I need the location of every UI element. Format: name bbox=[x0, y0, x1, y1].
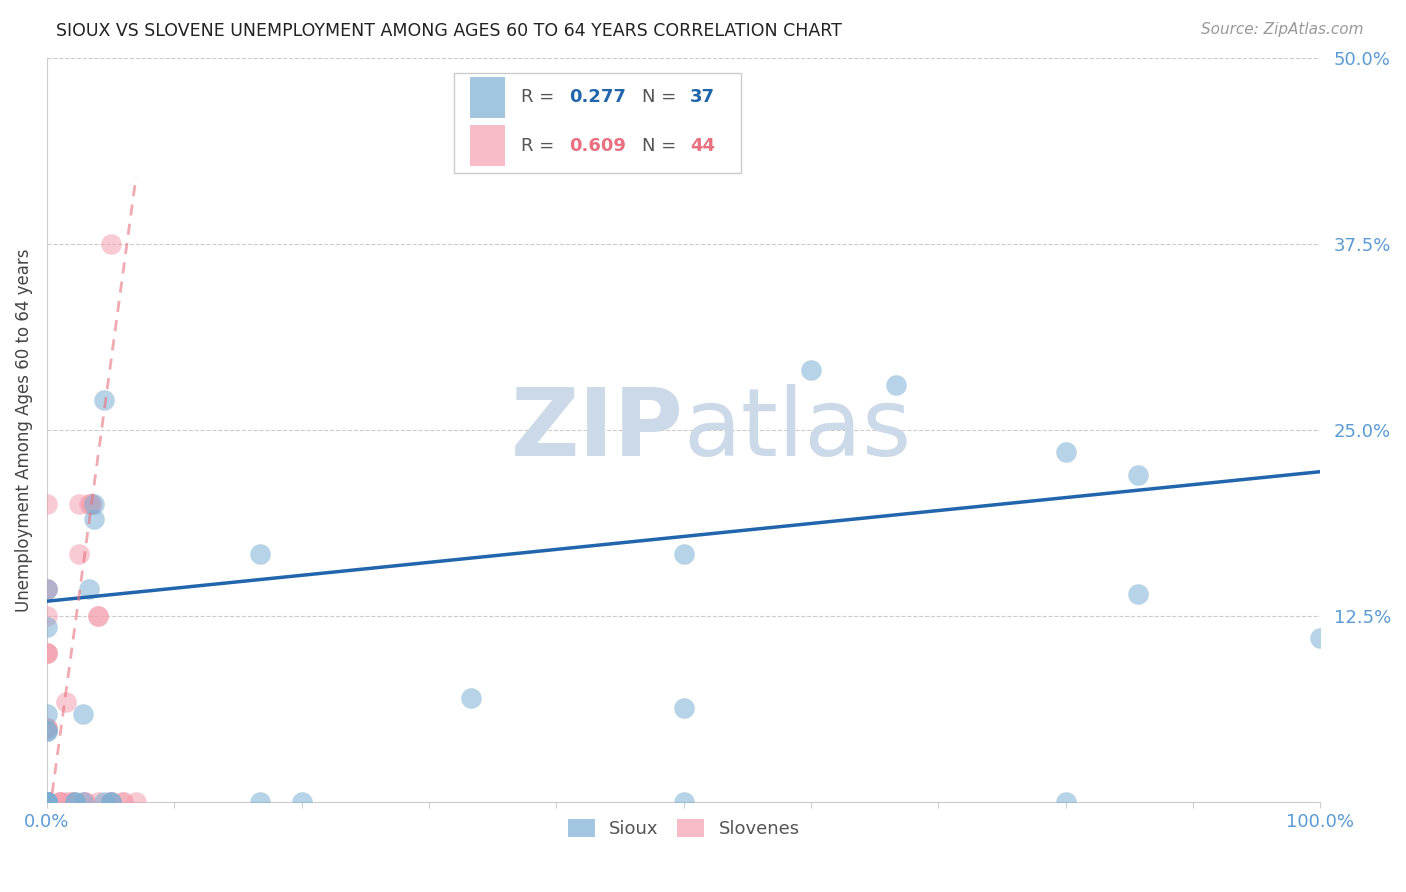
Point bbox=[112, 795, 135, 809]
Point bbox=[60, 795, 83, 809]
Point bbox=[35, 795, 58, 809]
Point bbox=[67, 547, 90, 561]
Point bbox=[460, 691, 482, 706]
Text: N =: N = bbox=[641, 136, 682, 154]
Point bbox=[100, 795, 122, 809]
Point bbox=[35, 795, 58, 809]
Point bbox=[100, 795, 122, 809]
Point bbox=[112, 795, 135, 809]
Point bbox=[35, 723, 58, 738]
Text: ZIP: ZIP bbox=[510, 384, 683, 476]
Point bbox=[35, 707, 58, 722]
Point bbox=[35, 795, 58, 809]
Point bbox=[63, 795, 86, 809]
Text: 37: 37 bbox=[690, 88, 716, 106]
Point bbox=[249, 547, 271, 561]
Point bbox=[291, 795, 314, 809]
Point bbox=[35, 609, 58, 624]
Point bbox=[48, 795, 70, 809]
Point bbox=[800, 363, 823, 377]
Point bbox=[35, 582, 58, 597]
Text: 44: 44 bbox=[690, 136, 716, 154]
Point bbox=[55, 696, 77, 710]
Point bbox=[77, 582, 100, 597]
Point bbox=[35, 795, 58, 809]
Point bbox=[80, 498, 103, 512]
FancyBboxPatch shape bbox=[470, 78, 505, 118]
Point bbox=[48, 795, 70, 809]
Text: R =: R = bbox=[520, 88, 560, 106]
Point bbox=[77, 498, 100, 512]
Point bbox=[35, 721, 58, 735]
Point bbox=[72, 795, 94, 809]
Y-axis label: Unemployment Among Ages 60 to 64 years: Unemployment Among Ages 60 to 64 years bbox=[15, 248, 32, 612]
Point bbox=[35, 795, 58, 809]
Point bbox=[35, 498, 58, 512]
Point bbox=[48, 795, 70, 809]
Text: 0.277: 0.277 bbox=[569, 88, 626, 106]
Point bbox=[67, 498, 90, 512]
Point bbox=[63, 795, 86, 809]
Point bbox=[55, 795, 77, 809]
Point bbox=[60, 795, 83, 809]
Text: Source: ZipAtlas.com: Source: ZipAtlas.com bbox=[1201, 22, 1364, 37]
Point bbox=[100, 795, 122, 809]
Point bbox=[83, 498, 105, 512]
Point bbox=[35, 795, 58, 809]
Point bbox=[249, 795, 271, 809]
Point bbox=[35, 795, 58, 809]
Text: 0.609: 0.609 bbox=[569, 136, 626, 154]
Point bbox=[1054, 445, 1077, 459]
Point bbox=[1128, 587, 1150, 601]
Point bbox=[35, 646, 58, 660]
Point bbox=[672, 795, 695, 809]
Point bbox=[93, 795, 115, 809]
Point bbox=[35, 795, 58, 809]
Point bbox=[35, 721, 58, 735]
Point bbox=[886, 378, 908, 392]
Point bbox=[100, 236, 122, 251]
Point bbox=[35, 721, 58, 735]
Point bbox=[35, 582, 58, 597]
Point bbox=[75, 795, 97, 809]
Point bbox=[72, 707, 94, 722]
Point bbox=[1054, 795, 1077, 809]
Point bbox=[1128, 467, 1150, 482]
Point bbox=[35, 723, 58, 738]
Point bbox=[35, 795, 58, 809]
Point bbox=[672, 701, 695, 715]
Text: atlas: atlas bbox=[683, 384, 912, 476]
Point bbox=[35, 646, 58, 660]
Point bbox=[87, 795, 110, 809]
FancyBboxPatch shape bbox=[454, 72, 741, 173]
Point bbox=[35, 795, 58, 809]
Point bbox=[35, 619, 58, 633]
Point bbox=[35, 795, 58, 809]
Point bbox=[125, 795, 148, 809]
Point bbox=[35, 795, 58, 809]
FancyBboxPatch shape bbox=[470, 126, 505, 167]
Point bbox=[75, 795, 97, 809]
Point bbox=[35, 795, 58, 809]
Text: SIOUX VS SLOVENE UNEMPLOYMENT AMONG AGES 60 TO 64 YEARS CORRELATION CHART: SIOUX VS SLOVENE UNEMPLOYMENT AMONG AGES… bbox=[56, 22, 842, 40]
Point bbox=[87, 609, 110, 624]
Point bbox=[35, 582, 58, 597]
Point bbox=[83, 512, 105, 526]
Point bbox=[35, 795, 58, 809]
Point bbox=[35, 646, 58, 660]
Point bbox=[35, 795, 58, 809]
Point bbox=[93, 393, 115, 408]
Point bbox=[80, 498, 103, 512]
Point bbox=[35, 795, 58, 809]
Point bbox=[87, 609, 110, 624]
Legend: Sioux, Slovenes: Sioux, Slovenes bbox=[561, 812, 807, 846]
Point bbox=[672, 547, 695, 561]
Point bbox=[1309, 632, 1331, 646]
Point bbox=[35, 795, 58, 809]
Point bbox=[100, 795, 122, 809]
Point bbox=[35, 795, 58, 809]
Text: N =: N = bbox=[641, 88, 682, 106]
Text: R =: R = bbox=[520, 136, 560, 154]
